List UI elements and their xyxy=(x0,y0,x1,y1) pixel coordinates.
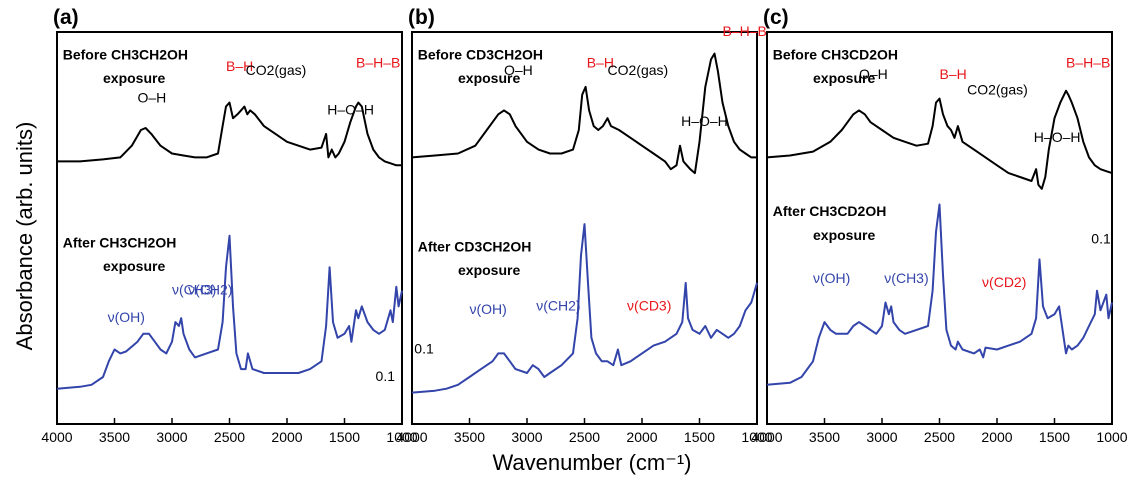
annotation-label: ν(CH3) xyxy=(884,270,928,286)
x-tick-label: 1000 xyxy=(741,429,772,445)
annotation-label: H–O–H xyxy=(1034,129,1081,145)
x-tick-label: 3500 xyxy=(454,429,485,445)
x-tick-label: 3500 xyxy=(809,429,840,445)
annotation-label: B–H–B xyxy=(1066,54,1110,70)
x-tick-label: 2500 xyxy=(924,429,955,445)
annotation-label: ν(CD3) xyxy=(627,297,671,313)
annotation-label: exposure xyxy=(103,70,165,86)
x-tick-label: 2000 xyxy=(271,429,302,445)
annotation-label: Before CH3CD2OH xyxy=(773,46,898,62)
x-tick-label: 2500 xyxy=(569,429,600,445)
x-tick-label: 2500 xyxy=(214,429,245,445)
annotation-label: exposure xyxy=(813,70,875,86)
spectrum-before-line xyxy=(57,101,402,167)
spectrum-after-line xyxy=(56,234,403,390)
x-tick-label: 3000 xyxy=(511,429,542,445)
annotation-label: B–H xyxy=(587,54,614,70)
annotation-label: exposure xyxy=(813,227,875,243)
annotation-label: exposure xyxy=(458,262,520,278)
panel-0: (a) 4000 3500 3000 2500 2000 1500 1000 Before CH… xyxy=(41,6,417,445)
annotation-label: H–O–H xyxy=(681,113,728,129)
annotation-label: O–H xyxy=(504,62,533,78)
spectrum-after-line xyxy=(411,223,758,394)
y-axis-label: Absorbance (arb. units) xyxy=(12,122,37,351)
annotation-label: CO2(gas) xyxy=(608,62,669,78)
annotation-label: ν(OH) xyxy=(470,301,507,317)
annotation-label: exposure xyxy=(458,70,520,86)
panel-2: (c) 4000 3500 3000 2500 2000 1500 1000 Before CH… xyxy=(751,6,1127,445)
panel-label: (a) xyxy=(53,6,79,29)
x-tick-label: 1500 xyxy=(684,429,715,445)
spectrum-before-line xyxy=(766,89,1113,190)
annotation-label: H–O–H xyxy=(327,101,374,117)
annotation-label: 0.1 xyxy=(414,340,434,356)
annotation-label: B–H xyxy=(940,66,967,82)
spectrum-before-line xyxy=(411,52,757,175)
annotation-label: Before CD3CH2OH xyxy=(418,46,543,62)
x-tick-label: 3000 xyxy=(866,429,897,445)
annotation-label: ν(CH3) xyxy=(172,282,216,298)
annotation-label: ν(CH2) xyxy=(188,282,232,298)
annotation-label: ν(CD2) xyxy=(982,274,1026,290)
x-tick-label: 3500 xyxy=(99,429,130,445)
x-tick-label: 2000 xyxy=(626,429,657,445)
annotation-label: CO2(gas) xyxy=(967,82,1028,98)
annotation-label: ν(CH2) xyxy=(536,297,580,313)
x-tick-label: 4000 xyxy=(751,429,782,445)
annotation-label: B–H–B xyxy=(356,54,400,70)
annotation-label: 0.1 xyxy=(1091,231,1111,247)
annotation-label: O–H xyxy=(859,66,888,82)
x-tick-label: 1500 xyxy=(329,429,360,445)
x-axis-label: Wavenumber (cm⁻¹) xyxy=(492,450,691,475)
panel-label: (c) xyxy=(763,6,789,29)
annotation-label: CO2(gas) xyxy=(246,62,307,78)
x-tick-label: 1000 xyxy=(1096,429,1127,445)
annotation-label: 0.1 xyxy=(376,368,396,384)
annotation-label: Before CH3CH2OH xyxy=(63,46,188,62)
spectrum-after-line xyxy=(766,203,1113,386)
annotation-label: After CH3CH2OH xyxy=(63,235,177,251)
x-tick-label: 1000 xyxy=(386,429,417,445)
panel-1: (b) 4000 3500 3000 2500 2000 1500 1000 Before CD… xyxy=(396,6,772,445)
x-tick-label: 2000 xyxy=(981,429,1012,445)
annotation-label: ν(OH) xyxy=(813,270,850,286)
x-tick-label: 4000 xyxy=(41,429,72,445)
x-tick-label: 3000 xyxy=(156,429,187,445)
annotation-label: exposure xyxy=(103,258,165,274)
annotation-label: B–H xyxy=(226,58,253,74)
annotation-label: B–H–B xyxy=(723,23,767,39)
panel-frame xyxy=(56,31,403,425)
panel-label: (b) xyxy=(408,6,435,29)
x-tick-label: 4000 xyxy=(396,429,427,445)
annotation-label: After CH3CD2OH xyxy=(773,203,887,219)
annotation-label: ν(OH) xyxy=(108,309,145,325)
annotation-label: After CD3CH2OH xyxy=(418,239,532,255)
annotation-label: O–H xyxy=(138,90,167,106)
x-tick-label: 1500 xyxy=(1039,429,1070,445)
